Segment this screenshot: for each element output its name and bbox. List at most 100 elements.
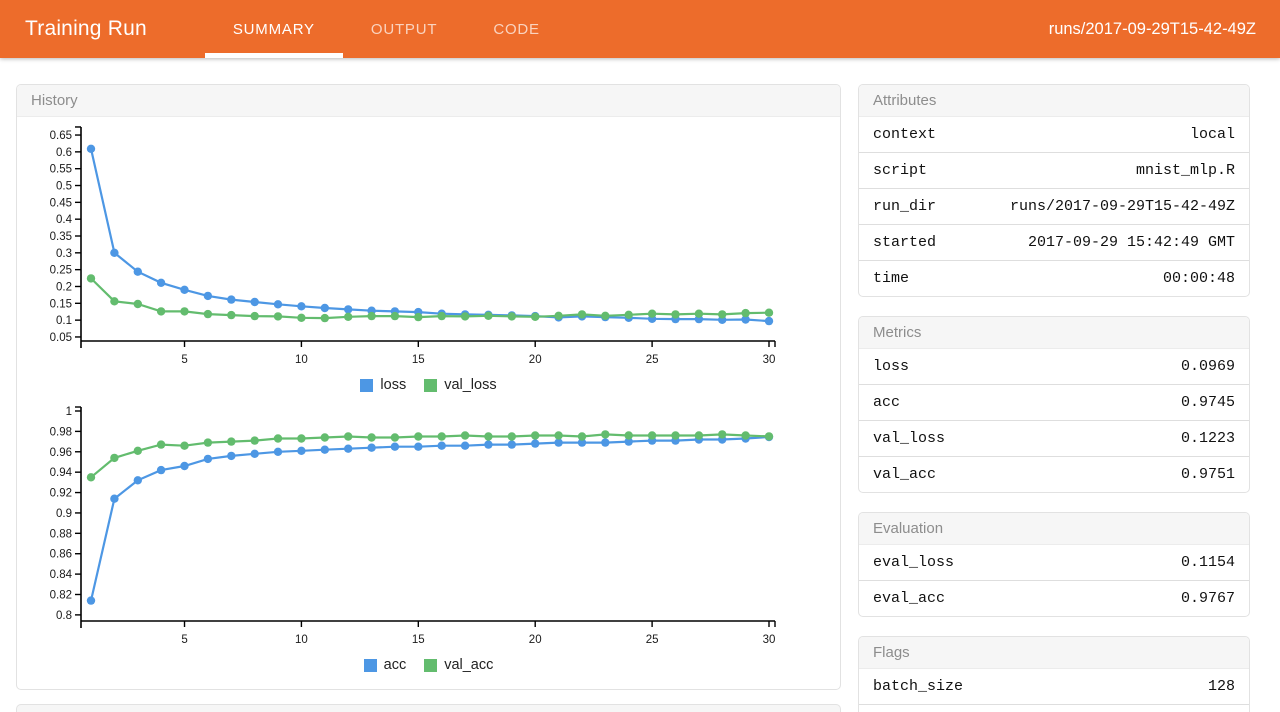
val_loss-point [694,309,704,318]
svg-text:1: 1 [66,406,72,418]
acc-point [86,596,96,605]
val_loss-swatch-icon [424,378,438,392]
acc-point [344,444,353,453]
kv-row: started 2017-09-29 15:42:49 GMT [859,224,1249,260]
accuracy-chart[interactable]: 0.80.820.840.860.880.90.920.940.960.9815… [23,403,833,655]
kv-value: local [1189,126,1235,143]
loss-point [320,303,329,313]
svg-text:0.55: 0.55 [50,164,72,176]
val_acc-point [344,432,353,441]
val_acc-point [297,434,306,443]
panel-evaluation-title: Evaluation [859,513,1249,545]
kv-key: eval_acc [873,590,946,607]
val_loss-point [507,312,516,321]
tab-code-label: CODE [493,20,540,38]
kv-value: 0.9751 [1180,466,1235,483]
svg-text:0.35: 0.35 [50,231,72,243]
svg-text:0.8: 0.8 [56,610,72,622]
svg-text:0.3: 0.3 [56,248,72,260]
kv-row: run_dir runs/2017-09-29T15-42-49Z [859,188,1249,224]
acc-line [89,435,770,601]
val_acc-point [133,446,142,455]
val_loss-point [764,308,774,317]
left-column: History 0.05 0.1 0.15 0.2 0.25 0.3 0.35 0.4 0.45… [16,84,841,712]
tab-code[interactable]: CODE [465,0,568,58]
val_loss-point [133,299,142,309]
kv-key: time [873,270,910,287]
svg-text:10: 10 [295,634,308,646]
panel-flags-title: Flags [859,637,1249,669]
loss-chart-legend: loss val_loss [23,377,834,393]
val_acc-point [203,438,213,447]
val_acc-point [507,432,516,441]
val_acc-point [110,453,119,463]
kv-row: loss 0.0969 [859,349,1249,384]
val_loss-point [601,311,610,320]
val_acc-point [180,441,189,450]
loss-point [273,300,283,309]
tab-bar: SUMMARY OUTPUT CODE [204,0,568,58]
kv-key: batch_size [873,678,964,695]
val_acc-point [624,431,633,440]
tab-output[interactable]: OUTPUT [343,0,465,58]
kv-row: time 00:00:48 [859,260,1249,296]
tab-summary[interactable]: SUMMARY [204,0,343,58]
run-directory-label: runs/2017-09-29T15-42-49Z [1048,19,1256,38]
val_loss-point [531,312,540,321]
kv-row: acc 0.9745 [859,384,1249,420]
kv-key: val_loss [873,430,946,447]
svg-text:25: 25 [646,354,659,366]
val_loss-point [273,312,283,321]
val_loss-point [718,310,727,319]
svg-text:0.92: 0.92 [50,488,72,500]
svg-text:0.45: 0.45 [50,197,72,209]
val_loss-point [203,309,213,319]
loss-point [86,144,96,153]
acc-swatch-icon [363,658,377,672]
panel-attributes: Attributes context local script mnist_mlp.R… [858,84,1250,297]
acc-point [507,440,516,449]
val_acc-point [390,433,400,442]
loss-line [89,148,770,323]
panel-attributes-rows: context local script mnist_mlp.R run_dir runs… [859,117,1249,296]
acc-point [110,494,119,503]
val_loss-point [484,311,493,320]
svg-text:0.88: 0.88 [50,528,72,540]
active-tab-underline [204,53,343,58]
kv-key: started [873,234,937,251]
svg-text:5: 5 [181,354,187,366]
val_loss-point [344,312,353,321]
val_acc-point [601,430,610,439]
kv-row: val_loss 0.1223 [859,420,1249,456]
loss-point [297,302,306,311]
svg-text:0.15: 0.15 [50,298,72,310]
svg-text:0.1: 0.1 [56,315,72,327]
val_acc-point [156,440,166,449]
history-panel-body: 0.05 0.1 0.15 0.2 0.25 0.3 0.35 0.4 0.45 0.5 0.55 0… [17,117,840,689]
val_loss-point [460,312,470,321]
kv-value: 128 [1207,678,1235,695]
val_acc-swatch-icon [424,658,438,672]
kv-value: 0.0969 [1180,358,1235,375]
val_acc-point [694,431,704,440]
acc-point [437,441,446,450]
main-content: History 0.05 0.1 0.15 0.2 0.25 0.3 0.35 0.4 0.45… [0,58,1280,712]
val_loss-point [250,311,259,321]
kv-key: eval_loss [873,554,955,571]
val_acc-point [531,431,540,440]
legend-label: acc [383,657,407,673]
acc-point [484,440,493,449]
svg-text:15: 15 [412,354,425,366]
loss-chart[interactable]: 0.05 0.1 0.15 0.2 0.25 0.3 0.35 0.4 0.45 0.5 0.55 0… [23,123,833,375]
kv-key: run_dir [873,198,937,215]
val_acc-point [554,431,563,440]
svg-text:0.94: 0.94 [50,467,73,479]
loss-point [133,267,142,276]
tab-summary-label: SUMMARY [232,20,315,38]
app-header: Training Run SUMMARY OUTPUT CODE runs/20… [0,0,1280,58]
panel-attributes-title: Attributes [859,85,1249,117]
val_loss-point [414,312,423,322]
val_acc-point [86,473,96,482]
legend-label: val_loss [444,377,497,393]
kv-row: eval_acc 0.9767 [859,580,1249,616]
